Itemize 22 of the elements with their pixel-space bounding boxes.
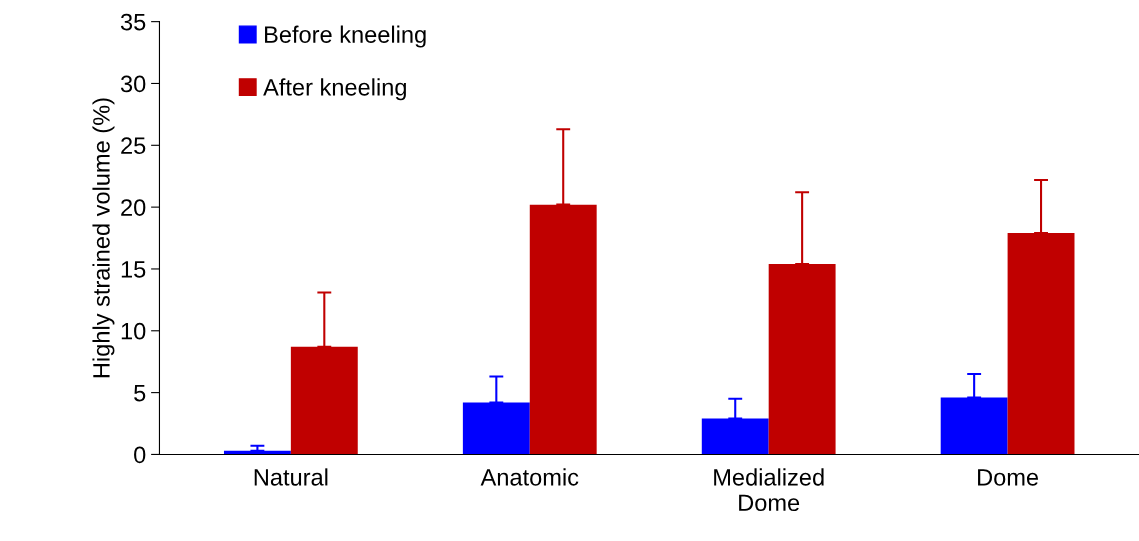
- x-tick-label: Dome: [978, 469, 1039, 486]
- legend-label: After kneeling: [263, 78, 406, 101]
- y-tick-label: 10: [121, 322, 146, 340]
- y-tick-label: 20: [121, 199, 146, 216]
- x-tick-label: Natural: [254, 468, 328, 486]
- legend-label: Before kneeling: [265, 25, 426, 48]
- y-axis-title: Highly strained volume (%): [92, 98, 115, 378]
- bar: [768, 264, 836, 455]
- y-tick-label: 0: [134, 446, 146, 464]
- y-tick-label: 30: [120, 75, 146, 93]
- bar: [1007, 233, 1075, 455]
- y-tick-label: 35: [120, 13, 146, 31]
- y-tick-label: 5: [134, 384, 146, 402]
- x-tick-label: Medialized Dome: [714, 468, 824, 512]
- x-tick-label: Anatomic: [480, 468, 579, 486]
- bar: [701, 418, 769, 455]
- y-tick-label: 15: [121, 261, 146, 278]
- bar: [462, 402, 530, 455]
- bar: [290, 346, 358, 455]
- bar: [940, 397, 1008, 455]
- y-tick-label: 25: [121, 137, 146, 155]
- bar: [529, 204, 597, 455]
